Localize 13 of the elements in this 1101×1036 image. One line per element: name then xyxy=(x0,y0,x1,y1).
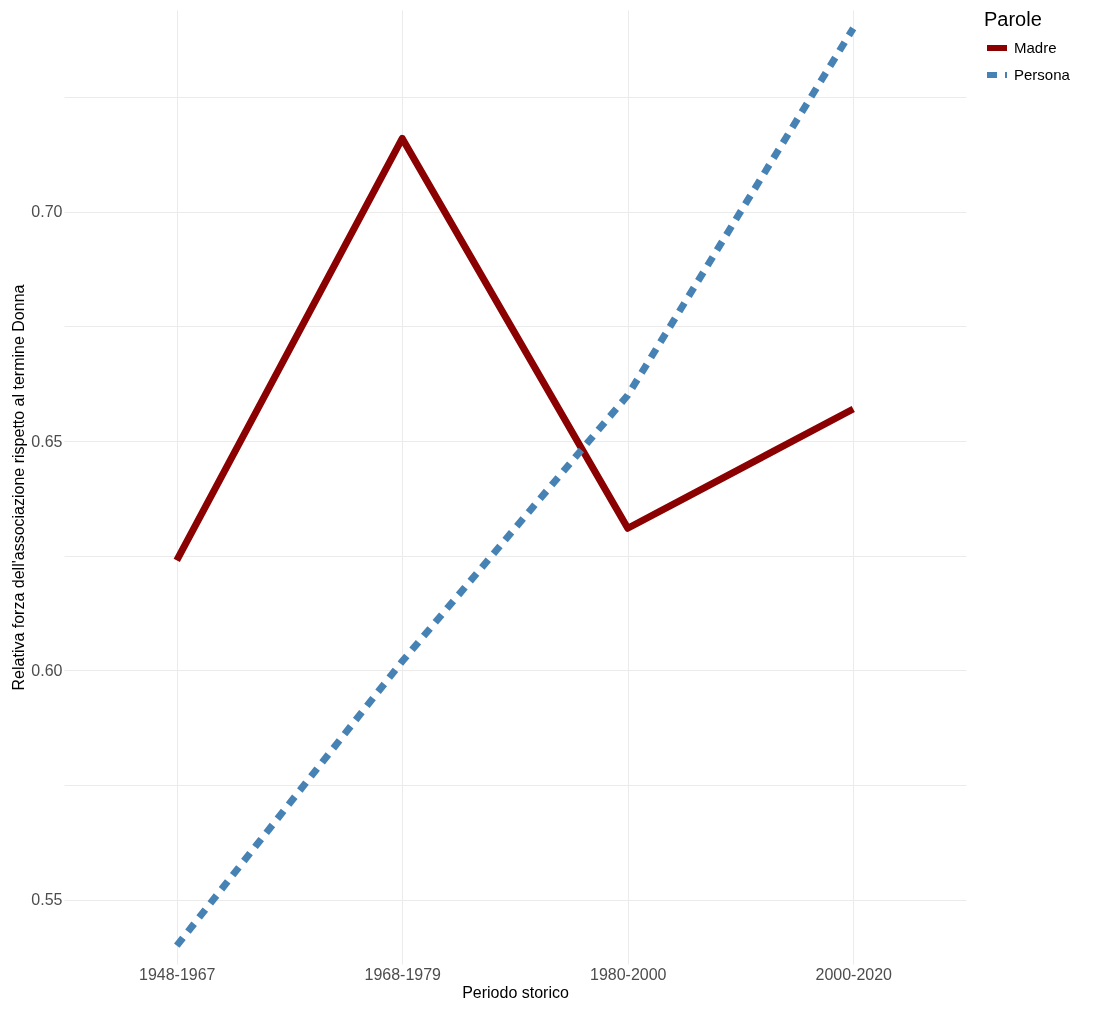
x-axis-title: Periodo storico xyxy=(462,983,569,1001)
legend-label: Madre xyxy=(1014,39,1057,56)
y-axis-title: Relativa forza dell'associazione rispetto al termine Donna xyxy=(10,284,28,691)
x-tick-label: 2000-2020 xyxy=(815,965,893,983)
y-tick-label: 0.65 xyxy=(31,432,63,450)
legend-label: Persona xyxy=(1014,66,1071,83)
legend-title: Parole xyxy=(984,8,1042,30)
y-tick-label: 0.60 xyxy=(31,661,63,679)
x-tick-label: 1980-2000 xyxy=(589,965,667,983)
x-tick-label: 1968-1979 xyxy=(364,965,442,983)
x-tick-label: 1948-1967 xyxy=(138,965,216,983)
y-tick-label: 0.55 xyxy=(31,891,63,909)
y-tick-label: 0.70 xyxy=(31,203,63,221)
